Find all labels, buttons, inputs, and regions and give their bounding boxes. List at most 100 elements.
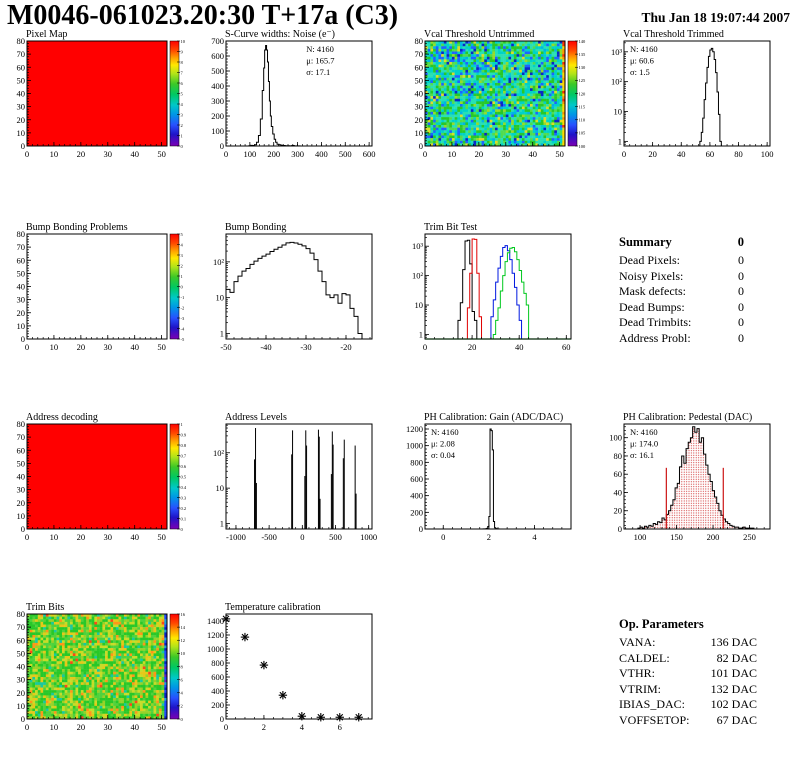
colorbar-tick-label: 0.4 xyxy=(181,485,187,490)
y-tick-label: 10 xyxy=(415,128,424,138)
colorbar-tick-label: 130 xyxy=(579,65,587,70)
star-marker xyxy=(259,660,269,670)
colorbar-tick-label: 0 xyxy=(181,717,184,722)
y-tick-label: 60 xyxy=(17,62,26,72)
summary-row: Dead Trimbits: 0 xyxy=(619,315,744,329)
chart-svg: Vcal Threshold Untrimmed 0 10 20 30 40 50 0 10 20… xyxy=(415,29,587,159)
stats-line: N: 4160 xyxy=(630,44,658,54)
y-tick-label: 20 xyxy=(17,308,26,318)
y-tick-label: 10 xyxy=(17,511,26,521)
plot-scurve-noise: S-Curve widths: Noise (e⁻) 0 100 200 300 400 5… xyxy=(201,28,397,166)
x-tick-label: 100 xyxy=(243,149,256,159)
plot-title: Trim Bits xyxy=(26,602,64,613)
x-tick-label: 400 xyxy=(315,149,328,159)
stats-line: σ: 16.1 xyxy=(630,450,654,460)
x-tick-label: 50 xyxy=(157,722,166,732)
summary-block: Summary 0 Dead Pixels: 0 Noisy Pixels: 0 M… xyxy=(619,235,744,346)
chart-svg: Trim Bit Test 0 20 40 60 1 10 10² 10³ xyxy=(412,222,572,352)
y-tick-label: 70 xyxy=(17,49,26,59)
y-tick-label: 0 xyxy=(21,714,25,724)
plot-trim-bits: Trim Bits 0 10 20 30 40 50 0 10 20 30 40 50 60 70 80 0 2 4… xyxy=(2,601,198,739)
plot-title: Bump Bonding xyxy=(225,222,286,233)
y-tick-label: 80 xyxy=(614,451,623,461)
op-parameter-row: CALDEL: 82 DAC xyxy=(619,650,757,665)
y-tick-label: 50 xyxy=(17,75,26,85)
x-tick-label: 40 xyxy=(130,149,139,159)
op-parameter-row: VTRIM: 132 DAC xyxy=(619,681,757,696)
x-tick-label: 30 xyxy=(104,532,113,542)
y-tick-label: 30 xyxy=(17,485,26,495)
colorbar-tick-label: -4 xyxy=(181,326,185,331)
x-tick-label: 10 xyxy=(448,149,457,159)
y-tick-label: 10² xyxy=(412,271,424,281)
chart-svg: PH Calibration: Pedestal (DAC)100 150 200 2… xyxy=(609,412,771,542)
colorbar-tick-label: -3 xyxy=(181,316,185,321)
colorbar-tick-label: 1 xyxy=(181,133,183,138)
y-tick-label: 200 xyxy=(211,111,224,121)
x-tick-label: 6 xyxy=(338,722,342,732)
colorbar-tick-label: 10 xyxy=(181,651,186,656)
x-tick-label: 0 xyxy=(25,532,29,542)
y-tick-label: 60 xyxy=(17,635,26,645)
op-parameters-header: Op. Parameters xyxy=(619,617,757,632)
x-tick-label: 10 xyxy=(50,342,59,352)
y-tick-label: 20 xyxy=(614,506,623,516)
y-tick-label: 1000 xyxy=(207,644,224,654)
timestamp: Thu Jan 18 19:07:44 2007 xyxy=(641,10,790,25)
summary-header: Summary 0 xyxy=(619,235,744,250)
y-tick-label: 600 xyxy=(211,672,224,682)
y-tick-label: 40 xyxy=(614,487,623,497)
hist-series xyxy=(637,426,757,530)
colorbar-tick-label: 0.7 xyxy=(181,453,187,458)
summary-row: Dead Pixels: 0 xyxy=(619,253,744,267)
plot-frame xyxy=(225,40,373,147)
x-tick-label: 250 xyxy=(743,532,756,542)
y-tick-label: 0 xyxy=(419,141,423,151)
x-tick-label: 100 xyxy=(761,149,774,159)
x-tick-label: -1000 xyxy=(226,532,246,542)
y-tick-label: 10 xyxy=(17,128,26,138)
y-tick-label: 10 xyxy=(216,293,225,303)
y-tick-label: 0 xyxy=(21,524,25,534)
y-tick-label: 200 xyxy=(410,507,423,517)
x-tick-label: 500 xyxy=(339,149,352,159)
x-tick-label: 40 xyxy=(130,722,139,732)
colorbar-tick-label: 8 xyxy=(181,60,184,65)
plot-address-decoding: Address decoding 0 10 20 30 40 50 0 10 20 30 40 50 60… xyxy=(2,411,198,549)
colorbar-tick-label: 16 xyxy=(181,612,186,617)
plot-title: Temperature calibration xyxy=(225,602,321,613)
colorbar-tick-label: 115 xyxy=(579,104,586,109)
op-parameter-row: IBIAS_DAC: 102 DAC xyxy=(619,697,757,711)
y-tick-label: 40 xyxy=(17,282,26,292)
y-tick-label: 100 xyxy=(609,433,622,443)
colorbar-tick-label: 4 xyxy=(181,102,184,107)
y-tick-label: 10 xyxy=(17,701,26,711)
plot-frame xyxy=(424,233,572,340)
y-tick-label: 70 xyxy=(17,622,26,632)
op-parameter-row: VOFFSETOP: 67 DAC xyxy=(619,712,757,727)
chart-svg: S-Curve widths: Noise (e⁻) 0 100 200 300 400 5… xyxy=(211,29,375,159)
stats-line: σ: 17.1 xyxy=(306,67,330,77)
y-tick-label: 60 xyxy=(17,255,26,265)
x-tick-label: 0 xyxy=(224,149,228,159)
plot-title: Trim Bit Test xyxy=(424,222,477,233)
x-tick-label: -40 xyxy=(260,342,271,352)
y-tick-label: 400 xyxy=(410,491,423,501)
x-tick-label: 0 xyxy=(441,532,445,542)
y-tick-label: 60 xyxy=(614,469,623,479)
colorbar-tick-label: 1 xyxy=(181,422,183,427)
x-tick-label: 40 xyxy=(130,342,139,352)
colorbar-tick-label: 0 xyxy=(181,284,184,289)
op-parameter-row: VANA: 136 DAC xyxy=(619,635,757,649)
x-tick-label: 0 xyxy=(622,149,626,159)
x-tick-label: 0 xyxy=(423,149,427,159)
y-tick-label: 70 xyxy=(17,242,26,252)
plot-title: Vcal Threshold Trimmed xyxy=(623,29,724,40)
plot-bump-bonding-problems: Bump Bonding Problems 0 10 20 30 40 50 0 10 20 30 4… xyxy=(2,221,198,359)
plot-pixel-map: Pixel Map 0 10 20 30 40 50 0 10 20 30 40 50 60 70 80 0 1 2… xyxy=(2,28,198,166)
heatmap-area xyxy=(27,424,167,529)
y-tick-label: 50 xyxy=(17,268,26,278)
op-parameter-row: VTHR: 101 DAC xyxy=(619,666,757,680)
y-tick-label: 0 xyxy=(419,524,423,534)
y-tick-label: 10 xyxy=(415,300,424,310)
